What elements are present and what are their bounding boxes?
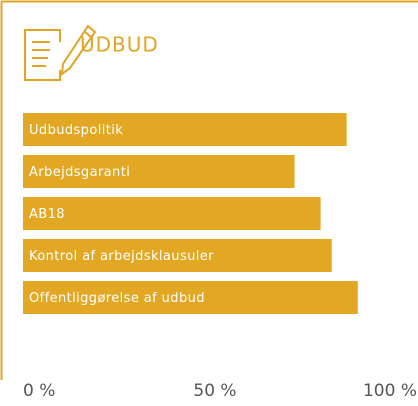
bar xyxy=(23,239,332,272)
x-tick-label: 50 % xyxy=(193,381,236,401)
x-tick-label: 100 % xyxy=(363,381,417,401)
x-tick-label: 0 % xyxy=(23,381,55,401)
chart-title: UDBUD xyxy=(80,33,159,57)
bar-label: AB18 xyxy=(29,207,65,222)
bar xyxy=(23,155,295,188)
bar-label: Offentliggørelse af udbud xyxy=(29,291,205,306)
bar-label: Udbudspolitik xyxy=(29,123,123,138)
bar xyxy=(23,113,347,146)
bar-label: Arbejdsgaranti xyxy=(29,165,130,180)
bar-label: Kontrol af arbejdsklausuler xyxy=(29,249,214,264)
icon xyxy=(24,24,97,81)
bar xyxy=(23,281,358,314)
bar xyxy=(23,197,321,230)
